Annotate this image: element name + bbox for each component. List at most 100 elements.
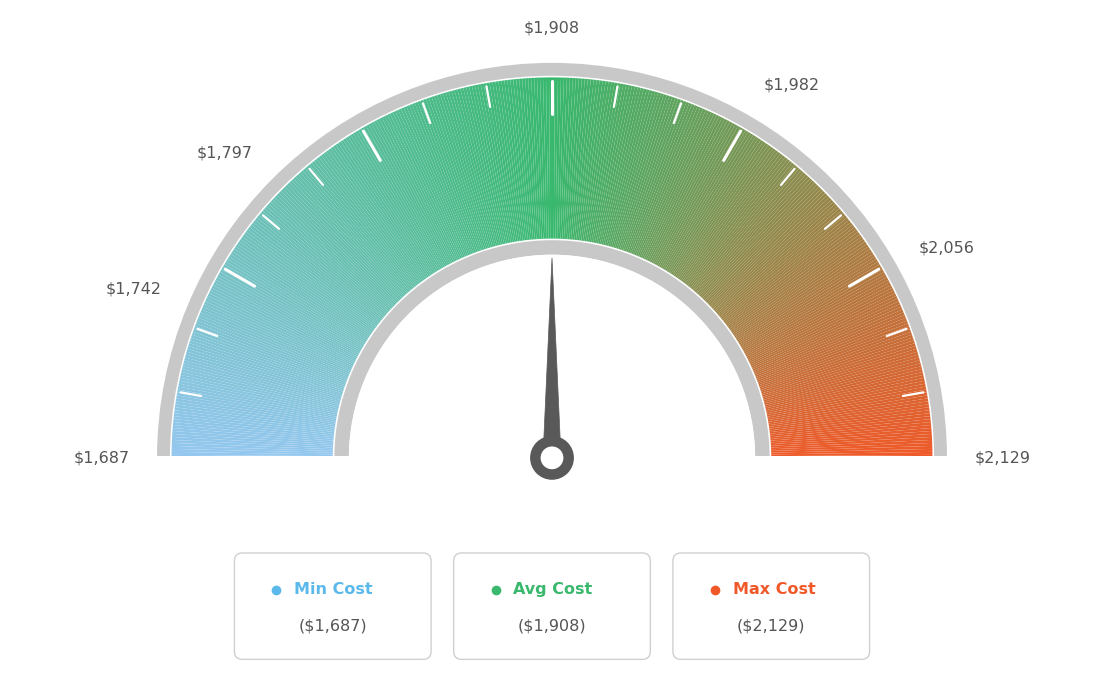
Wedge shape [731, 237, 863, 332]
Wedge shape [704, 185, 819, 302]
Wedge shape [195, 324, 347, 382]
Wedge shape [446, 92, 492, 247]
Wedge shape [464, 87, 502, 245]
Wedge shape [768, 402, 928, 427]
Wedge shape [198, 318, 348, 379]
Wedge shape [179, 381, 338, 415]
Wedge shape [237, 241, 372, 335]
Wedge shape [185, 352, 341, 398]
Wedge shape [428, 97, 482, 250]
Wedge shape [667, 133, 753, 272]
Wedge shape [173, 419, 333, 437]
Wedge shape [443, 92, 491, 248]
Wedge shape [767, 386, 926, 418]
Text: ($2,129): ($2,129) [737, 618, 806, 633]
Wedge shape [178, 384, 337, 417]
Wedge shape [742, 267, 882, 349]
Wedge shape [771, 419, 931, 437]
Wedge shape [565, 78, 578, 239]
Wedge shape [764, 360, 921, 404]
Wedge shape [215, 277, 359, 355]
Wedge shape [180, 377, 338, 413]
Wedge shape [222, 267, 362, 349]
Wedge shape [768, 393, 927, 422]
Wedge shape [180, 375, 338, 412]
Wedge shape [212, 285, 357, 360]
Wedge shape [754, 313, 904, 375]
Wedge shape [769, 407, 930, 431]
Wedge shape [448, 91, 495, 247]
Wedge shape [341, 140, 432, 275]
Wedge shape [555, 77, 561, 239]
Wedge shape [440, 93, 489, 248]
Wedge shape [694, 168, 802, 293]
Wedge shape [562, 78, 573, 239]
Wedge shape [200, 313, 350, 375]
FancyBboxPatch shape [234, 553, 431, 660]
Wedge shape [323, 152, 422, 282]
Wedge shape [231, 251, 368, 340]
Wedge shape [201, 310, 350, 374]
Wedge shape [733, 244, 869, 336]
Wedge shape [376, 119, 453, 264]
Wedge shape [178, 386, 337, 418]
Wedge shape [172, 443, 333, 451]
Wedge shape [213, 282, 358, 358]
Wedge shape [455, 89, 498, 246]
Wedge shape [769, 410, 930, 432]
Wedge shape [755, 315, 905, 377]
Wedge shape [768, 395, 927, 424]
Wedge shape [291, 179, 403, 298]
Wedge shape [689, 161, 793, 288]
Wedge shape [492, 81, 519, 242]
Wedge shape [238, 239, 373, 333]
Wedge shape [598, 86, 635, 244]
Wedge shape [279, 191, 395, 305]
Wedge shape [214, 280, 358, 357]
Wedge shape [756, 321, 907, 380]
Wedge shape [204, 302, 352, 369]
Wedge shape [355, 130, 440, 270]
Wedge shape [635, 105, 698, 255]
Wedge shape [564, 78, 576, 239]
Wedge shape [177, 393, 336, 422]
Wedge shape [766, 375, 924, 412]
Wedge shape [699, 175, 808, 296]
Text: $2,056: $2,056 [919, 241, 975, 256]
Wedge shape [336, 143, 428, 277]
Wedge shape [183, 360, 340, 404]
Wedge shape [226, 259, 365, 345]
Wedge shape [570, 79, 585, 239]
Wedge shape [543, 77, 549, 239]
Wedge shape [752, 302, 900, 369]
Wedge shape [410, 104, 471, 255]
Wedge shape [705, 187, 821, 303]
Wedge shape [489, 82, 518, 242]
Wedge shape [574, 79, 594, 240]
Wedge shape [741, 264, 881, 348]
Wedge shape [767, 389, 926, 420]
Wedge shape [731, 239, 866, 333]
Wedge shape [753, 304, 901, 371]
Wedge shape [172, 428, 333, 442]
Wedge shape [606, 89, 649, 246]
Wedge shape [654, 120, 730, 264]
Wedge shape [640, 110, 709, 258]
Wedge shape [192, 332, 346, 387]
Wedge shape [771, 422, 931, 439]
Wedge shape [772, 452, 933, 456]
Wedge shape [298, 172, 407, 295]
Wedge shape [359, 129, 442, 269]
Wedge shape [743, 269, 884, 351]
Wedge shape [285, 185, 400, 302]
Wedge shape [682, 152, 781, 282]
Wedge shape [712, 197, 831, 309]
Wedge shape [182, 366, 339, 406]
Wedge shape [769, 413, 931, 434]
Wedge shape [283, 187, 399, 303]
Wedge shape [296, 175, 405, 296]
Wedge shape [711, 195, 829, 308]
Wedge shape [393, 111, 461, 259]
Wedge shape [193, 329, 346, 385]
Wedge shape [633, 104, 694, 255]
